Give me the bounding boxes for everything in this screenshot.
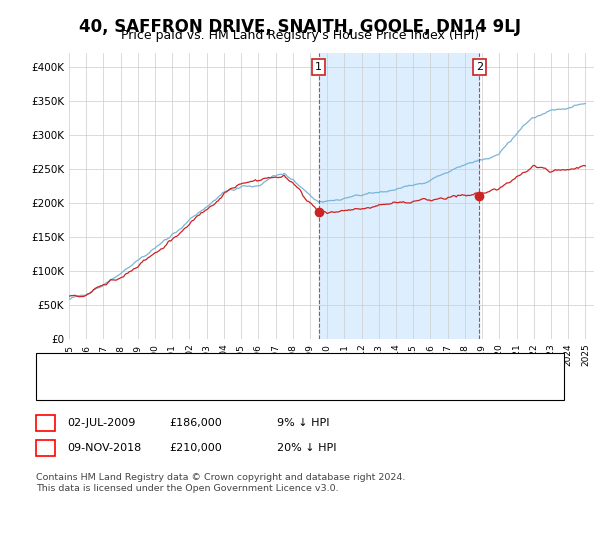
Text: 40, SAFFRON DRIVE, SNAITH, GOOLE, DN14 9LJ: 40, SAFFRON DRIVE, SNAITH, GOOLE, DN14 9… bbox=[79, 18, 521, 36]
Text: HPI: Average price, detached house, East Riding of Yorkshire: HPI: Average price, detached house, East… bbox=[90, 383, 406, 393]
Text: 1: 1 bbox=[42, 418, 49, 428]
Text: 2: 2 bbox=[476, 62, 483, 72]
Text: 09-NOV-2018: 09-NOV-2018 bbox=[67, 443, 142, 453]
Text: 02-JUL-2009: 02-JUL-2009 bbox=[67, 418, 136, 428]
Text: 2: 2 bbox=[42, 443, 49, 453]
Text: 40, SAFFRON DRIVE, SNAITH, GOOLE, DN14 9LJ (detached house): 40, SAFFRON DRIVE, SNAITH, GOOLE, DN14 9… bbox=[90, 360, 431, 370]
Text: Price paid vs. HM Land Registry's House Price Index (HPI): Price paid vs. HM Land Registry's House … bbox=[121, 29, 479, 42]
Bar bbox=[319, 53, 479, 339]
Text: 1: 1 bbox=[315, 62, 322, 72]
Text: £210,000: £210,000 bbox=[169, 443, 222, 453]
Text: 9% ↓ HPI: 9% ↓ HPI bbox=[277, 418, 330, 428]
Text: Contains HM Land Registry data © Crown copyright and database right 2024.
This d: Contains HM Land Registry data © Crown c… bbox=[36, 473, 406, 493]
Text: 20% ↓ HPI: 20% ↓ HPI bbox=[277, 443, 337, 453]
Text: £186,000: £186,000 bbox=[169, 418, 222, 428]
